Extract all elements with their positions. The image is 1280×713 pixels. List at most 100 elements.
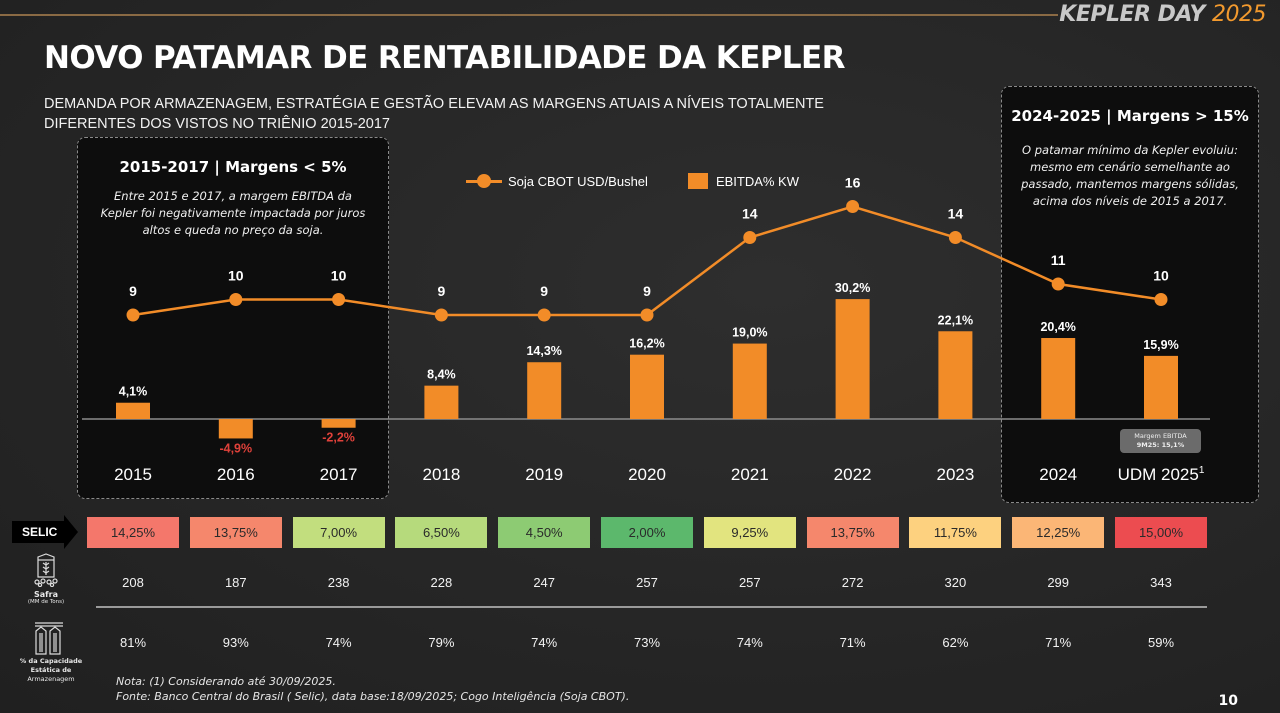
- soja-point-label: 14: [742, 206, 758, 222]
- ebitda-9m25-badge: Margem EBITDA 9M25: 15,1%: [1120, 429, 1201, 453]
- badge-line-1: Margem EBITDA: [1134, 432, 1187, 440]
- capacity-cell: 74%: [736, 635, 763, 650]
- ebitda-bar: [938, 331, 973, 419]
- safra-cell: 187: [224, 575, 247, 590]
- x-tick-label: 2022: [834, 465, 872, 484]
- soja-point: [126, 308, 140, 322]
- selic-cell: 2,00%: [601, 517, 693, 548]
- ebitda-bar: [116, 402, 150, 419]
- header-rule: [0, 14, 1058, 16]
- soja-point-label: 9: [643, 283, 651, 299]
- footnote-source: Fonte: Banco Central do Brasil ( Selic),…: [116, 690, 630, 703]
- legend-bar-swatch: [687, 173, 708, 189]
- capacity-cell: 59%: [1147, 635, 1175, 650]
- x-tick-label: 2020: [628, 465, 666, 484]
- ebitda-bar: [218, 419, 253, 439]
- x-tick-label: 2021: [731, 465, 769, 484]
- callout-text: O patamar mínimo da Kepler evoluiu: mesm…: [1021, 143, 1239, 208]
- harvest-silo-icon: [32, 553, 60, 592]
- ebitda-bar-label: 22,1%: [938, 313, 973, 327]
- soja-point: [846, 200, 860, 213]
- legend-label-ebitda: EBITDA% KW: [715, 173, 800, 189]
- ebitda-bar-label: 4,1%: [119, 385, 148, 399]
- safra-cell: 238: [327, 575, 350, 590]
- selic-cell: 13,75%: [189, 517, 282, 548]
- soja-point-label: 10: [228, 268, 244, 284]
- capacity-cell: 73%: [633, 635, 661, 650]
- safra-cell: 247: [533, 575, 556, 590]
- capacity-cell: 74%: [325, 635, 352, 650]
- safra-cell: 257: [738, 575, 761, 590]
- capacity-cell: 71%: [1045, 635, 1072, 650]
- capacity-cell: 74%: [531, 635, 558, 650]
- soja-point-label: 9: [438, 283, 446, 299]
- ebitda-bar-label: 30,2%: [835, 281, 870, 295]
- legend-label-soja: Soja CBOT USD/Bushel: [508, 173, 648, 189]
- footnote-note: Nota: (1) Considerando até 30/09/2025.: [116, 675, 336, 688]
- selic-cell: 4,50%: [498, 517, 591, 548]
- x-tick-label: 2023: [936, 465, 974, 484]
- callout-title: 2024-2025 | Margens > 15%: [1011, 107, 1249, 125]
- soja-point: [537, 308, 551, 322]
- x-tick-label: UDM 20251: [1118, 465, 1205, 484]
- soja-point: [1154, 293, 1168, 306]
- capacity-cell: 79%: [428, 635, 455, 650]
- capacity-cell: 81%: [119, 635, 147, 650]
- x-tick-label: 2024: [1039, 465, 1077, 484]
- selic-cell: 12,25%: [1012, 517, 1105, 548]
- selic-cell: 15,00%: [1115, 517, 1207, 548]
- selic-label-arrow: SELIC: [12, 515, 78, 549]
- safra-label: Safra (MM de Tons): [27, 590, 65, 605]
- x-tick-label: 2019: [525, 465, 563, 484]
- ebitda-bar-label: -4,9%: [219, 441, 252, 455]
- capacity-cell: 93%: [222, 635, 249, 650]
- footnote: Nota: (1) Considerando até 30/09/2025. F…: [116, 674, 629, 704]
- page-subtitle: DEMANDA POR ARMAZENAGEM, ESTRATÉGIA E GE…: [44, 94, 844, 134]
- ebitda-bar: [424, 385, 459, 419]
- ebitda-bar: [835, 299, 870, 419]
- capacity-cell: 62%: [942, 635, 969, 650]
- soja-point-label: 11: [1051, 252, 1066, 268]
- selic-cell: 6,50%: [395, 517, 488, 548]
- x-tick-label: 2016: [217, 465, 255, 484]
- safra-cell: 299: [1047, 575, 1070, 590]
- subtitle-line-2: DIFERENTES DOS VISTOS NO TRIÊNIO 2015-20…: [44, 116, 390, 132]
- soja-point: [948, 231, 962, 244]
- safra-cell: 272: [841, 575, 864, 590]
- storage-silos-icon: [32, 621, 66, 660]
- soja-point-label: 9: [540, 283, 548, 299]
- selic-cell: 7,00%: [292, 517, 385, 548]
- selic-cell: 13,75%: [806, 517, 899, 548]
- page-title: NOVO PATAMAR DE RENTABILIDADE DA KEPLER: [44, 40, 845, 76]
- selic-label: SELIC: [22, 525, 58, 539]
- x-tick-superscript: 1: [1199, 465, 1205, 476]
- ebitda-bar-label: -2,2%: [322, 431, 355, 445]
- brand-year: 2025: [1212, 2, 1267, 27]
- x-tick-label: 2015: [114, 465, 152, 484]
- table-divider: [96, 606, 1207, 608]
- ebitda-bar-label: 16,2%: [629, 337, 664, 351]
- safra-cell: 343: [1150, 575, 1172, 590]
- soja-point: [1051, 277, 1065, 291]
- ebitda-bar: [1041, 338, 1076, 419]
- safra-cell: 208: [122, 575, 144, 590]
- callout-text: Entre 2015 e 2017, a margem EBITDA da Ke…: [100, 189, 366, 237]
- brand-logo: KEPLER DAY 2025: [1059, 2, 1266, 27]
- safra-cell: 257: [636, 575, 658, 590]
- soja-point: [332, 293, 346, 306]
- soja-point: [434, 308, 448, 322]
- x-tick-label: 2018: [422, 465, 460, 484]
- page-number: 10: [1218, 693, 1238, 709]
- ebitda-bar-label: 8,4%: [427, 368, 456, 382]
- ebitda-bar-label: 19,0%: [732, 326, 767, 340]
- safra-cell: 228: [430, 575, 453, 590]
- selic-cell: 14,25%: [87, 517, 179, 548]
- callout-title: 2015-2017 | Margens < 5%: [119, 158, 347, 176]
- subtitle-line-1: DEMANDA POR ARMAZENAGEM, ESTRATÉGIA E GE…: [44, 96, 824, 112]
- ebitda-bar: [1144, 355, 1178, 419]
- legend-line-swatch: [466, 173, 502, 189]
- badge-line-2: 9M25: 15,1%: [1136, 441, 1185, 449]
- soja-point-label: 14: [948, 206, 964, 222]
- soja-point: [743, 231, 757, 244]
